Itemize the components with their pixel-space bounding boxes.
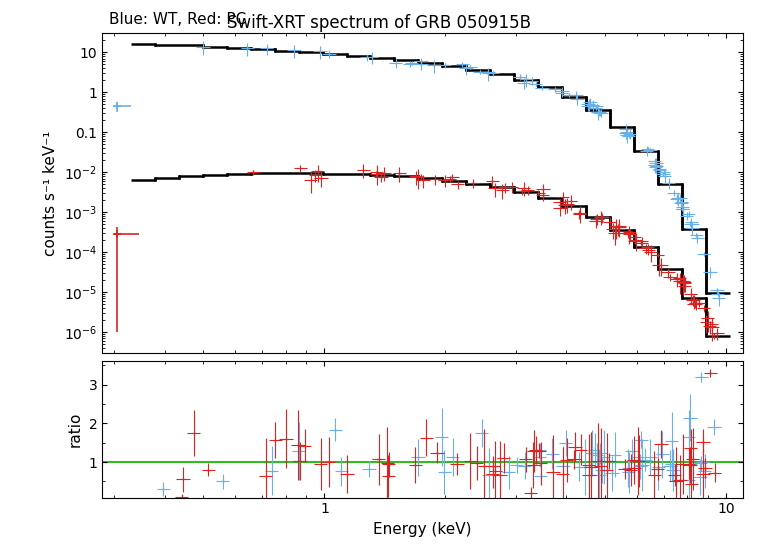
- Text: Swift-XRT spectrum of GRB 050915B: Swift-XRT spectrum of GRB 050915B: [227, 14, 531, 32]
- Text: Blue: WT, Red: PC: Blue: WT, Red: PC: [108, 12, 246, 27]
- X-axis label: Energy (keV): Energy (keV): [374, 522, 471, 537]
- Y-axis label: ratio: ratio: [68, 412, 83, 447]
- Y-axis label: counts s⁻¹ keV⁻¹: counts s⁻¹ keV⁻¹: [43, 131, 58, 256]
